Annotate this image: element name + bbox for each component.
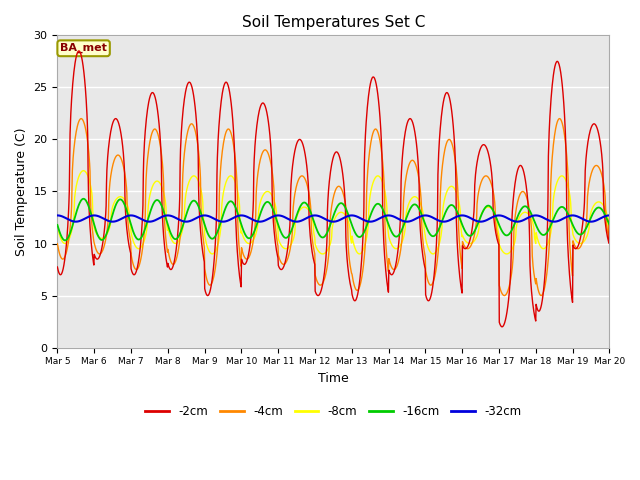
X-axis label: Time: Time bbox=[318, 372, 349, 385]
Text: BA_met: BA_met bbox=[60, 43, 107, 53]
Title: Soil Temperatures Set C: Soil Temperatures Set C bbox=[242, 15, 425, 30]
Y-axis label: Soil Temperature (C): Soil Temperature (C) bbox=[15, 127, 28, 256]
Legend: -2cm, -4cm, -8cm, -16cm, -32cm: -2cm, -4cm, -8cm, -16cm, -32cm bbox=[141, 400, 526, 423]
